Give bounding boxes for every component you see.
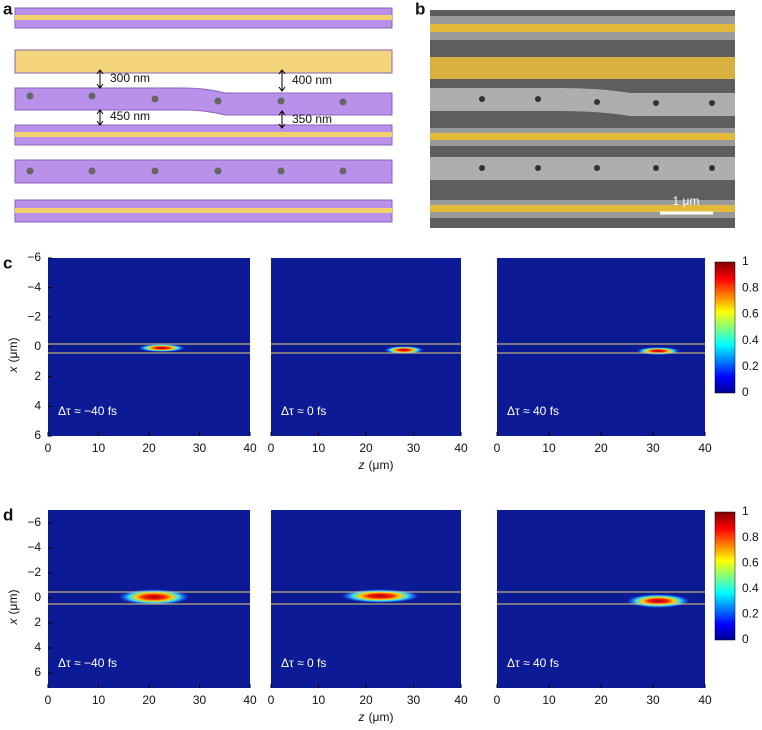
y-tick-label: 2 bbox=[34, 615, 41, 629]
x-tick-label: 20 bbox=[142, 441, 156, 455]
x-axis-label: z (μm) bbox=[358, 458, 394, 472]
x-tick-label: 0 bbox=[45, 693, 52, 707]
y-tick-label: −2 bbox=[27, 565, 41, 579]
x-tick-label: 40 bbox=[243, 441, 257, 455]
axis-variable: x bbox=[6, 365, 20, 373]
x-tick-label: 10 bbox=[312, 441, 326, 455]
x-tick-label: 30 bbox=[193, 693, 207, 707]
field-intensity bbox=[137, 344, 186, 352]
x-tick-label: 30 bbox=[407, 693, 421, 707]
colorbar-tick-label: 0.4 bbox=[742, 581, 759, 595]
y-tick-label: 2 bbox=[34, 369, 41, 383]
colorbar-tick-label: 0 bbox=[742, 385, 749, 399]
panel-label: b bbox=[415, 0, 425, 18]
x-tick-label: 30 bbox=[193, 441, 207, 455]
x-tick-label: 20 bbox=[359, 441, 373, 455]
y-axis-label: x (μm) bbox=[6, 590, 20, 626]
gap-label: 400 nm bbox=[292, 73, 332, 87]
delay-label: Δτ ≈ 40 fs bbox=[507, 656, 559, 670]
colorbar bbox=[714, 511, 736, 641]
field-intensity bbox=[340, 589, 421, 603]
y-tick-label: 0 bbox=[34, 339, 41, 353]
delay-label: Δτ ≈ 40 fs bbox=[507, 404, 559, 418]
y-tick-label: −2 bbox=[27, 310, 41, 324]
x-tick-label: 20 bbox=[594, 441, 608, 455]
x-tick-label: 0 bbox=[494, 441, 501, 455]
field-map bbox=[497, 258, 705, 436]
x-tick-label: 0 bbox=[268, 693, 275, 707]
colorbar-tick-label: 0.8 bbox=[742, 280, 759, 294]
x-tick-label: 0 bbox=[494, 693, 501, 707]
colorbar-tick-label: 0.6 bbox=[742, 555, 759, 569]
axis-variable: z bbox=[358, 458, 365, 472]
x-tick-label: 20 bbox=[594, 693, 608, 707]
colorbar-tick-label: 0.2 bbox=[742, 607, 759, 621]
axis-unit: (μm) bbox=[6, 590, 20, 615]
x-tick-label: 30 bbox=[646, 441, 660, 455]
axis-variable: x bbox=[6, 617, 20, 625]
x-tick-label: 40 bbox=[698, 693, 712, 707]
x-tick-label: 40 bbox=[698, 441, 712, 455]
axis-variable: z bbox=[358, 710, 365, 724]
axis-unit: (μm) bbox=[6, 338, 20, 363]
axis-unit: (μm) bbox=[369, 710, 394, 724]
y-tick-label: −4 bbox=[27, 280, 41, 294]
y-tick-label: 4 bbox=[34, 640, 41, 654]
x-tick-label: 10 bbox=[542, 441, 556, 455]
colorbar-tick-label: 0 bbox=[742, 632, 749, 646]
y-tick-label: 6 bbox=[34, 428, 41, 442]
panel-label: d bbox=[3, 505, 13, 524]
colorbar-tick-label: 1 bbox=[742, 254, 749, 268]
waveguide-schematic bbox=[14, 7, 393, 223]
panel-label: c bbox=[3, 253, 12, 272]
y-tick-label: −4 bbox=[27, 540, 41, 554]
delay-label: Δτ ≈ 0 fs bbox=[281, 656, 326, 670]
x-tick-label: 30 bbox=[646, 693, 660, 707]
holes bbox=[26, 92, 347, 175]
x-tick-label: 0 bbox=[45, 441, 52, 455]
y-tick-label: −6 bbox=[27, 250, 41, 264]
delay-label: Δτ ≈ 0 fs bbox=[281, 404, 326, 418]
y-tick-label: −6 bbox=[27, 515, 41, 529]
x-tick-label: 10 bbox=[92, 693, 106, 707]
gap-arrows bbox=[96, 69, 286, 129]
x-tick-label: 20 bbox=[359, 693, 373, 707]
axis-unit: (μm) bbox=[369, 458, 394, 472]
colorbar-tick-label: 0.2 bbox=[742, 359, 759, 373]
x-tick-label: 30 bbox=[407, 441, 421, 455]
x-axis-label: z (μm) bbox=[358, 710, 394, 724]
sem-image bbox=[430, 10, 735, 228]
field-intensity bbox=[636, 347, 681, 355]
colorbar-tick-label: 1 bbox=[742, 504, 749, 518]
x-tick-label: 10 bbox=[542, 693, 556, 707]
y-tick-label: 0 bbox=[34, 590, 41, 604]
panel-label: a bbox=[3, 0, 13, 18]
field-map bbox=[271, 258, 461, 436]
colorbar bbox=[714, 261, 736, 394]
field-intensity bbox=[118, 589, 191, 605]
delay-label: Δτ ≈ −40 fs bbox=[58, 656, 117, 670]
gap-label: 450 nm bbox=[110, 109, 150, 123]
gap-label: 300 nm bbox=[110, 71, 150, 85]
x-tick-label: 10 bbox=[92, 441, 106, 455]
colorbar-tick-label: 0.8 bbox=[742, 530, 759, 544]
x-tick-label: 20 bbox=[142, 693, 156, 707]
scale-bar-label: 1 μm bbox=[673, 194, 700, 208]
field-intensity bbox=[384, 346, 424, 354]
gap-label: 350 nm bbox=[292, 112, 332, 126]
y-tick-label: 6 bbox=[34, 665, 41, 679]
x-tick-label: 10 bbox=[312, 693, 326, 707]
colorbar-tick-label: 0.4 bbox=[742, 333, 759, 347]
colorbar-tick-label: 0.6 bbox=[742, 307, 759, 321]
y-tick-label: 4 bbox=[34, 399, 41, 413]
delay-label: Δτ ≈ −40 fs bbox=[58, 404, 117, 418]
y-axis-label: x (μm) bbox=[6, 338, 20, 374]
x-tick-label: 40 bbox=[454, 693, 468, 707]
x-tick-label: 0 bbox=[268, 441, 275, 455]
field-intensity bbox=[626, 594, 691, 608]
x-tick-label: 40 bbox=[243, 693, 257, 707]
x-tick-label: 40 bbox=[454, 441, 468, 455]
